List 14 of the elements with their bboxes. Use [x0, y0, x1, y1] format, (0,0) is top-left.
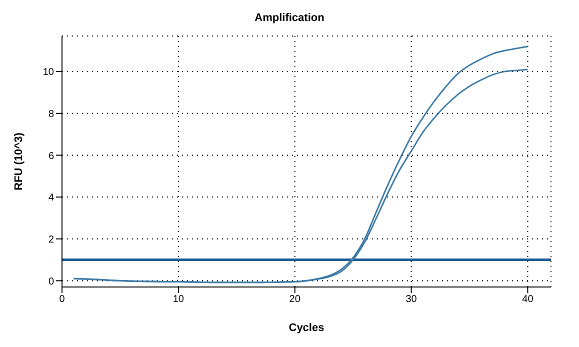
y-tick-label: 10 [42, 67, 54, 78]
x-tick-label: 0 [59, 294, 66, 306]
x-tick-label: 40 [522, 294, 534, 306]
y-axis-title: RFU (10^3) [12, 132, 25, 190]
x-axis-title: Cycles [288, 322, 324, 334]
y-tick-label: 2 [48, 234, 54, 246]
x-tick-label: 30 [406, 294, 418, 306]
y-tick-label: 0 [48, 276, 54, 288]
x-tick-label: 10 [172, 294, 184, 306]
x-tick-label: 20 [289, 294, 301, 306]
y-tick-label: 8 [48, 108, 54, 120]
y-tick-label: 6 [48, 150, 54, 162]
y-tick-label: 4 [48, 192, 54, 204]
chart-title: Amplification [254, 11, 326, 26]
